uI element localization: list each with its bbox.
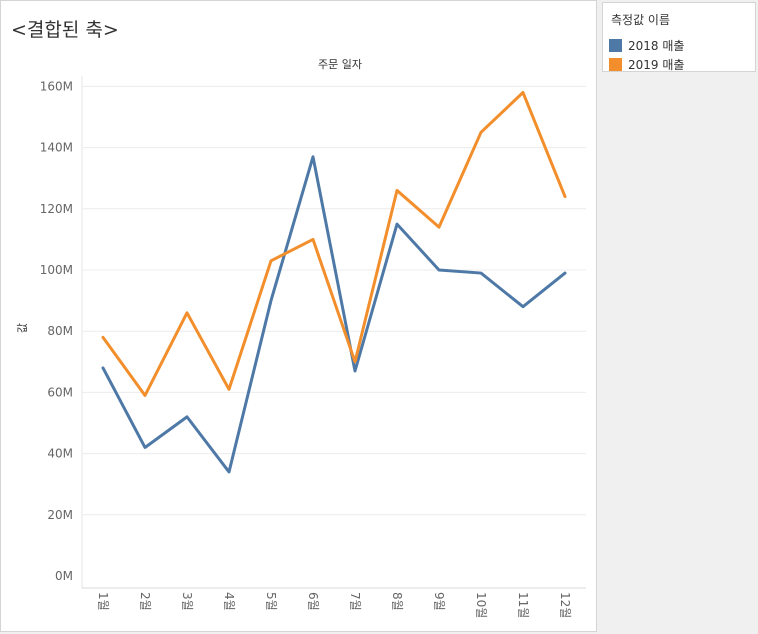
x-tick-label: 12월: [558, 592, 572, 618]
legend[interactable]: 측정값 이름 2018 매출 2019 매출: [602, 2, 756, 72]
x-tick-label: 10월: [474, 592, 488, 618]
x-tick-label: 4월: [222, 592, 236, 611]
y-axis-title: 값: [16, 323, 29, 333]
y-tick-label: 120M: [40, 202, 73, 216]
x-tick-label: 1월: [96, 592, 110, 611]
legend-label-2019: 2019 매출: [628, 57, 685, 72]
y-tick-label: 0M: [55, 569, 73, 583]
y-tick-label: 80M: [47, 324, 73, 338]
sheet-title: <결합된 축>: [11, 19, 119, 41]
y-tick-label: 40M: [47, 447, 73, 461]
y-tick-label: 160M: [40, 79, 73, 93]
x-tick-label: 5월: [264, 592, 278, 611]
series-line-2019[interactable]: [101, 91, 567, 397]
worksheet: <결합된 축>: [0, 0, 597, 632]
x-tick-label: 2월: [138, 592, 152, 611]
x-tick-label: 6월: [306, 592, 320, 611]
series-line-2018[interactable]: [101, 155, 567, 474]
x-tick-label: 11월: [516, 592, 530, 618]
x-tick-label: 7월: [348, 592, 362, 611]
x-tick-label: 9월: [432, 592, 446, 611]
y-tick-label: 20M: [47, 508, 73, 522]
legend-item-2019[interactable]: 2019 매출: [609, 56, 684, 72]
legend-title: 측정값 이름: [611, 13, 671, 27]
x-tick-label: 8월: [390, 592, 404, 611]
y-tick-label: 60M: [47, 385, 73, 399]
legend-swatch-2019: [609, 57, 622, 71]
y-tick-label: 140M: [40, 141, 73, 155]
line-chart[interactable]: 주문 일자 값 0M 20M 40M 60M 80M 100M 120M 140M 160M 1…: [0, 0, 597, 634]
legend-swatch-2018: [609, 38, 622, 52]
x-tick-label: 3월: [180, 592, 194, 611]
y-tick-label: 100M: [40, 263, 73, 277]
legend-label-2018: 2018 매출: [628, 38, 685, 53]
legend-item-2018[interactable]: 2018 매출: [609, 37, 684, 53]
column-header: 주문 일자: [318, 57, 362, 71]
